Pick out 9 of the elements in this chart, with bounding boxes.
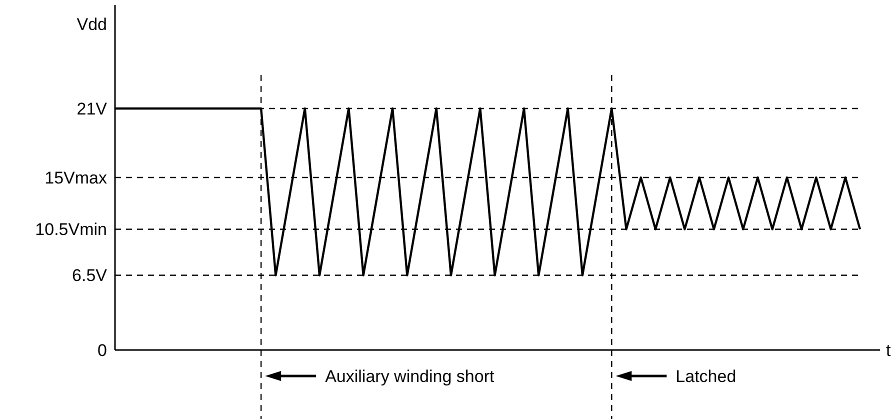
y-tick-label: 10.5Vmin xyxy=(35,220,107,240)
y-tick-label: 6.5V xyxy=(72,266,108,286)
x-axis-title: t xyxy=(886,340,891,360)
y-tick-label: 15Vmax xyxy=(44,168,108,188)
text: Latched xyxy=(676,366,736,386)
y-axis-title: Vdd xyxy=(76,15,107,34)
y-tick-label: 0 xyxy=(98,340,107,360)
text: Auxiliary winding short xyxy=(325,366,494,386)
y-tick-label: 21V xyxy=(76,99,108,118)
